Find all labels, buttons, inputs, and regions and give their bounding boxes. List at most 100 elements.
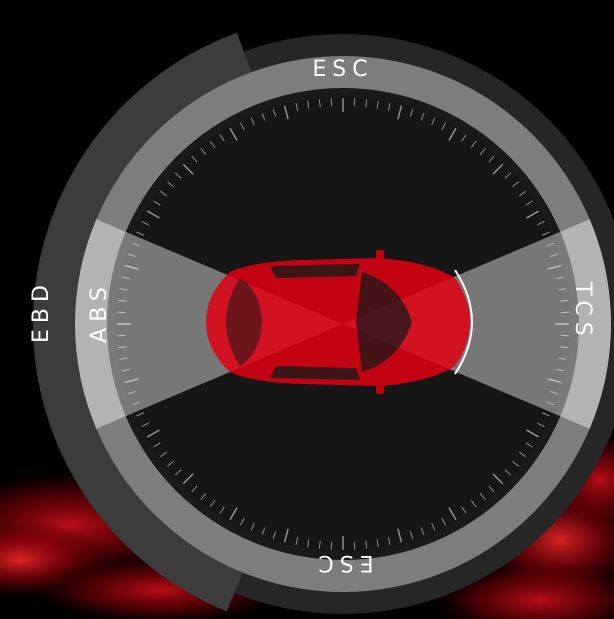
dial-tick <box>376 539 379 548</box>
dial-tick <box>174 172 182 179</box>
dial-tick <box>461 134 467 142</box>
dial-tick <box>209 500 216 508</box>
dial-tick <box>537 220 545 226</box>
dial-tick <box>409 108 414 117</box>
dial-tick <box>461 506 467 514</box>
dial-tick <box>541 231 550 236</box>
dial-tick <box>488 155 495 163</box>
dial-tick <box>167 181 174 188</box>
dial-tick <box>153 442 161 448</box>
dial-tick <box>448 507 457 521</box>
dial-tick <box>131 401 140 406</box>
dial-tick <box>124 378 139 384</box>
dial-tick <box>431 117 436 126</box>
dial-tick <box>488 485 495 493</box>
car-top-view <box>206 250 474 394</box>
dial-tick <box>153 200 161 206</box>
dial-tick <box>209 140 216 148</box>
dial-tick <box>318 540 321 549</box>
label-esc-bottom: ESC <box>312 550 373 575</box>
dial-tick <box>307 100 310 109</box>
dial-tick <box>470 140 477 148</box>
dial-tick <box>119 357 128 360</box>
dial-tick <box>556 368 565 372</box>
dial-tick <box>547 378 562 384</box>
dial-tick <box>397 105 403 120</box>
dial-tick <box>525 442 533 448</box>
dial-tick <box>526 210 540 219</box>
dial-tick <box>219 506 225 514</box>
dial-tick <box>250 117 255 126</box>
label-ebd: EBD <box>29 279 54 343</box>
car-mirror-top <box>376 250 384 260</box>
dial-tick <box>229 127 238 141</box>
dial-tick <box>558 288 567 291</box>
car-mirror-bottom <box>376 384 384 394</box>
dial-tick <box>558 357 567 360</box>
dial-tick <box>420 527 425 536</box>
dial-tick <box>365 540 368 549</box>
dial-tick <box>504 172 512 179</box>
dial-tick <box>121 368 130 372</box>
dial-tick <box>121 276 130 280</box>
dial-tick <box>191 485 198 493</box>
dial-tick <box>512 181 519 188</box>
dial-tick <box>519 451 527 458</box>
dial-tick <box>127 390 136 395</box>
dial-tick <box>550 253 559 258</box>
label-tcs: TCS <box>570 281 595 341</box>
dial-tick <box>118 346 127 349</box>
dial-tick <box>239 518 245 526</box>
dial-tick <box>376 100 379 109</box>
car-windshield <box>356 272 412 372</box>
dial-tick <box>141 220 149 226</box>
car-front-outline <box>454 269 474 375</box>
dial-ticks <box>117 98 569 550</box>
dial-tick <box>272 108 277 117</box>
dial-tick <box>272 531 277 540</box>
dial-tick <box>182 473 194 485</box>
dial-tick <box>546 242 555 247</box>
dial-tick <box>365 99 368 108</box>
dial-tick <box>295 537 299 546</box>
dial-tick <box>547 264 562 270</box>
dial-tick <box>200 493 207 500</box>
dial-tick <box>159 190 167 197</box>
dial-tick <box>441 122 447 130</box>
tcs-beam <box>343 219 611 429</box>
dial-tick <box>512 460 519 467</box>
dial-tick <box>146 210 160 219</box>
dial-tick <box>479 493 486 500</box>
dial-tick <box>295 102 299 111</box>
dial-tick <box>492 473 504 485</box>
dial-tick <box>537 422 545 428</box>
dial-tick <box>141 422 149 428</box>
car-side-window-bottom <box>270 366 360 380</box>
dial-tick <box>283 528 289 543</box>
dial-tick <box>492 163 504 175</box>
dial-tick <box>307 539 310 548</box>
dial-tick <box>559 299 568 302</box>
dial-tick <box>441 518 447 526</box>
dial-tick <box>219 134 225 142</box>
dial-tick <box>559 346 568 349</box>
dial-tick <box>131 242 140 247</box>
dial-tick <box>526 429 540 438</box>
dial-tick <box>159 451 167 458</box>
dial-tick <box>261 112 266 121</box>
dial-tick <box>229 507 238 521</box>
dial-tick <box>239 122 245 130</box>
ebd-arc <box>32 32 252 612</box>
dial-tick <box>387 537 391 546</box>
dial-tick <box>136 412 145 417</box>
label-abs: ABS <box>87 281 112 343</box>
dial-tick <box>118 299 127 302</box>
dial-tick <box>387 102 391 111</box>
dial-tick <box>127 253 136 258</box>
dial-tick <box>200 148 207 155</box>
dial-tick <box>167 460 174 467</box>
dial-tick <box>541 412 550 417</box>
dial-tick <box>420 112 425 121</box>
dial-tick <box>448 127 457 141</box>
